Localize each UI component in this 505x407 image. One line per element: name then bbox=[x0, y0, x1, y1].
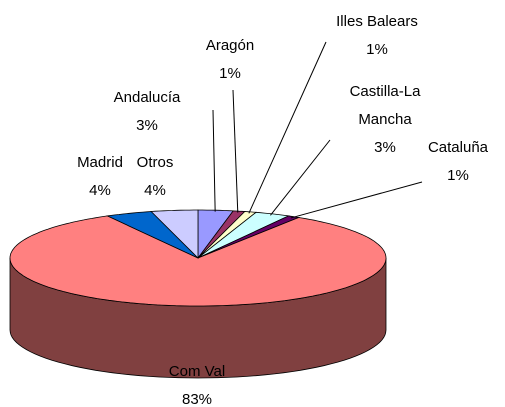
data-label: Com Val 83% bbox=[147, 358, 247, 407]
category-label: Illes Balears bbox=[336, 13, 418, 30]
data-label: Madrid 4% bbox=[60, 149, 140, 205]
value-label: 3% bbox=[374, 139, 396, 156]
category-label: Madrid bbox=[77, 154, 123, 171]
data-label: Cataluña 1% bbox=[413, 134, 503, 190]
slice bbox=[150, 209, 199, 259]
leader-line bbox=[290, 181, 423, 219]
category-label: Andalucía bbox=[113, 89, 181, 106]
slice bbox=[9, 215, 387, 307]
category-label: Otros bbox=[136, 154, 174, 171]
value-label: 1% bbox=[366, 41, 388, 58]
slice bbox=[197, 211, 291, 259]
value-label: 83% bbox=[181, 391, 213, 407]
value-label: 4% bbox=[144, 182, 166, 199]
category-label: Com Val bbox=[168, 363, 226, 380]
value-label: 3% bbox=[136, 117, 158, 134]
data-label: Aragón 1% bbox=[190, 32, 270, 88]
leader-line bbox=[270, 139, 331, 216]
category-label: Aragón bbox=[205, 37, 255, 54]
value-label: 4% bbox=[89, 182, 111, 199]
category-label: Cataluña bbox=[427, 139, 489, 156]
data-label: Illes Balears 1% bbox=[312, 8, 442, 64]
data-label: Castilla-La Mancha 3% bbox=[340, 78, 430, 162]
leader-line bbox=[212, 109, 216, 212]
leader-line bbox=[248, 41, 327, 214]
slice bbox=[105, 211, 199, 259]
value-label: 1% bbox=[219, 65, 241, 82]
data-label: Otros 4% bbox=[115, 149, 195, 205]
leader-line bbox=[232, 89, 239, 213]
category-label: Castilla-La Mancha bbox=[349, 83, 421, 128]
data-label: Andalucía 3% bbox=[97, 84, 197, 140]
value-label: 1% bbox=[447, 167, 469, 184]
